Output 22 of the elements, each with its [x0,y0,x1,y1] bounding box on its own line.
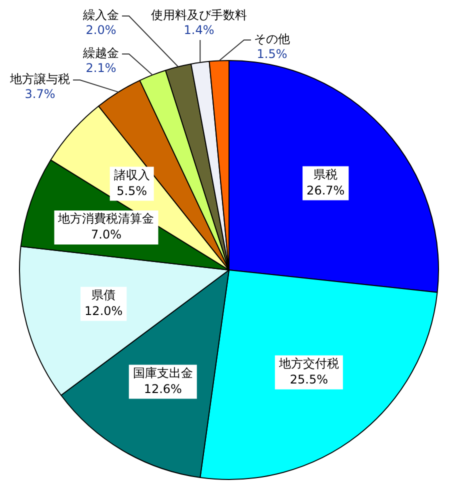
slice-label: 県債 [92,288,116,302]
data-label: 7.0% [90,228,122,242]
slice-label: その他 [254,32,290,46]
slice-label: 国庫支出金 [132,366,193,380]
slice-label: 使用料及び手数料 [151,8,247,22]
data-label: 2.1% [86,61,116,76]
data-label: 1.5% [256,47,288,62]
slice-label: 地方交付税 [278,356,339,371]
slice-label: 諸収入 [114,168,150,182]
data-label: 5.5% [116,184,148,198]
slice-label: 地方消費税清算金 [57,212,154,226]
data-label: 26.7% [306,183,345,198]
slice-label: 県税 [314,167,338,182]
slice-label: 繰入金 [82,8,119,22]
data-label: 12.0% [84,304,123,318]
data-label: 12.6% [144,382,182,396]
data-label: 3.7% [24,87,56,102]
data-label: 2.0% [86,23,116,38]
slice-label: 地方譲与税 [9,72,70,86]
data-label: 1.4% [184,23,214,38]
slice-label: 繰越金 [82,46,119,60]
data-label: 25.5% [290,372,328,387]
